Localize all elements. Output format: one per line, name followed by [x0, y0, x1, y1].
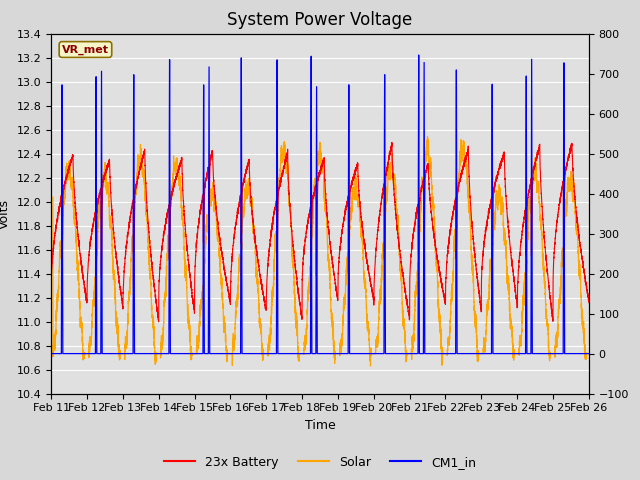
Legend: 23x Battery, Solar, CM1_in: 23x Battery, Solar, CM1_in	[159, 451, 481, 474]
Title: System Power Voltage: System Power Voltage	[227, 11, 413, 29]
X-axis label: Time: Time	[305, 419, 335, 432]
Text: VR_met: VR_met	[62, 44, 109, 55]
Y-axis label: Volts: Volts	[0, 199, 11, 228]
